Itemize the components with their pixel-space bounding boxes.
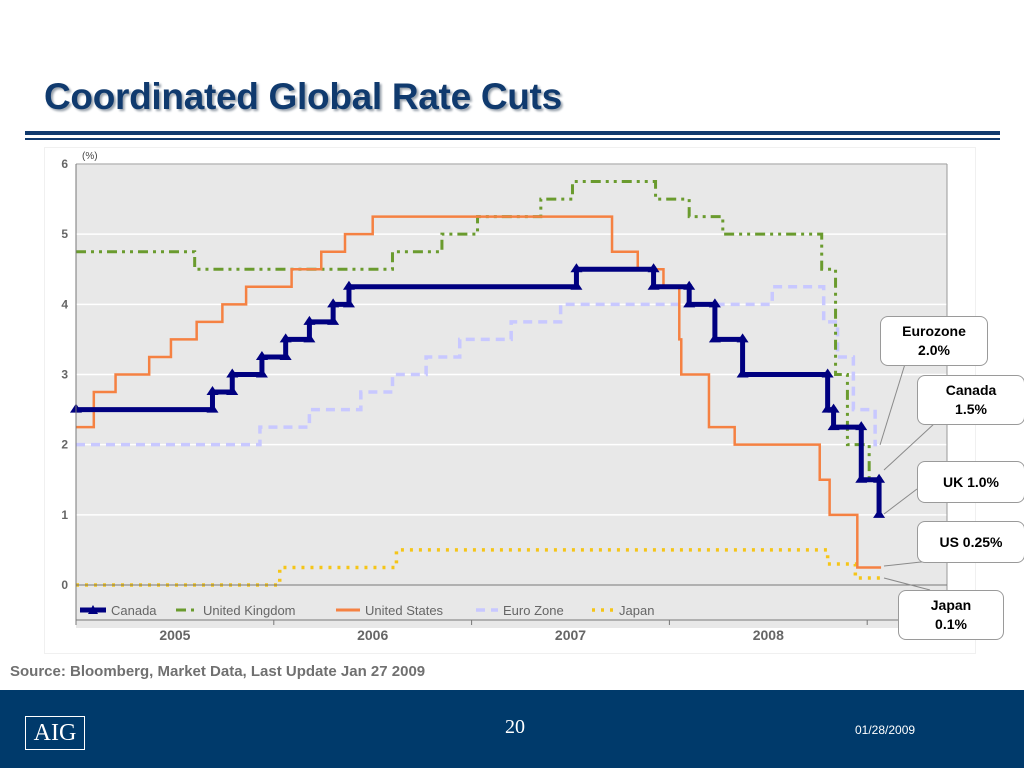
y-tick-label: 1	[61, 508, 68, 522]
callout-us-label: US 0.25%	[939, 533, 1003, 550]
canada-marker	[255, 350, 268, 360]
canada-marker	[873, 473, 886, 483]
canada-marker	[342, 298, 355, 308]
canada-marker	[683, 298, 696, 308]
legend-label: Euro Zone	[503, 603, 564, 618]
callout-pointer	[883, 577, 931, 591]
x-tick-label: 2007	[555, 627, 586, 643]
callout-uk: UK 1.0%	[917, 461, 1024, 503]
series-united-kingdom	[76, 180, 882, 517]
y-axis-label: (%)	[82, 151, 98, 162]
aig-logo: AIG	[25, 716, 85, 750]
canada-marker	[708, 333, 721, 343]
callout-uk-label: UK 1.0%	[942, 473, 1000, 490]
canada-marker	[821, 368, 834, 378]
callout-japan-value: 0.1%	[935, 616, 967, 632]
x-tick-label: 2006	[357, 627, 388, 643]
canada-marker	[279, 333, 292, 343]
canada-marker	[226, 386, 239, 396]
canada-marker	[708, 298, 721, 308]
canada-marker	[279, 350, 292, 360]
legend-marker	[88, 605, 98, 614]
canada-marker	[873, 508, 886, 518]
callout-pointer	[883, 488, 918, 515]
y-tick-label: 2	[61, 438, 68, 452]
x-tick-label: 2008	[753, 627, 784, 643]
rate-chart: 0 1 2 3 4 5 6 2005 2006 2007 2008 (%) Canada United…	[61, 151, 948, 643]
canada-marker	[683, 280, 696, 290]
canada-marker	[855, 421, 868, 431]
canada-marker	[206, 403, 219, 413]
canada-marker	[226, 368, 239, 378]
callout-canada-value: 1.5%	[955, 401, 987, 417]
canada-marker	[570, 263, 583, 273]
canada-marker	[736, 333, 749, 343]
slide-title: Coordinated Global Rate Cuts	[44, 76, 562, 117]
footer-bar: AIG 20 01/28/2009	[0, 690, 1024, 768]
callout-eurozone-label: Eurozone	[902, 323, 966, 339]
title-divider-thin	[25, 138, 1000, 140]
callout-japan-label: Japan	[930, 597, 972, 613]
series-canada	[76, 266, 882, 518]
callout-canada-label: Canada	[945, 382, 997, 398]
canada-marker	[736, 368, 749, 378]
canada-marker	[327, 315, 340, 325]
canada-marker	[342, 280, 355, 290]
canada-marker	[303, 333, 316, 343]
source-note: Source: Bloomberg, Market Data, Last Upd…	[10, 663, 426, 680]
canada-marker	[303, 315, 316, 325]
canada-marker	[327, 298, 340, 308]
callout-pointer	[879, 363, 906, 446]
canada-marker	[255, 368, 268, 378]
canada-marker	[827, 403, 840, 413]
x-tick-label: 2005	[159, 627, 190, 643]
legend-label: United Kingdom	[203, 603, 296, 618]
canada-marker	[855, 473, 868, 483]
callout-canada: Canada 1.5%	[917, 375, 1024, 425]
canada-marker	[206, 386, 219, 396]
callout-eurozone: Eurozone 2.0%	[880, 316, 988, 366]
callout-eurozone-value: 2.0%	[918, 342, 950, 358]
title-divider	[25, 131, 1000, 135]
page-number: 20	[505, 716, 525, 738]
callout-japan: Japan 0.1%	[898, 590, 1004, 640]
y-tick-label: 5	[61, 227, 68, 241]
series-united-states	[76, 215, 882, 569]
legend-label: Japan	[619, 603, 654, 618]
canada-marker	[570, 280, 583, 290]
series-euro-zone	[76, 285, 878, 447]
legend-label: Canada	[111, 603, 157, 618]
y-tick-label: 3	[61, 368, 68, 382]
legend-label: United States	[365, 603, 444, 618]
callout-pointer	[883, 422, 936, 471]
footer-date: 01/28/2009	[855, 723, 916, 737]
y-tick-label: 0	[61, 578, 68, 592]
canada-marker	[827, 421, 840, 431]
callout-us: US 0.25%	[917, 521, 1024, 563]
canada-marker	[647, 263, 660, 273]
y-tick-label: 6	[61, 157, 68, 171]
canada-marker	[647, 280, 660, 290]
y-tick-label: 4	[61, 297, 68, 311]
